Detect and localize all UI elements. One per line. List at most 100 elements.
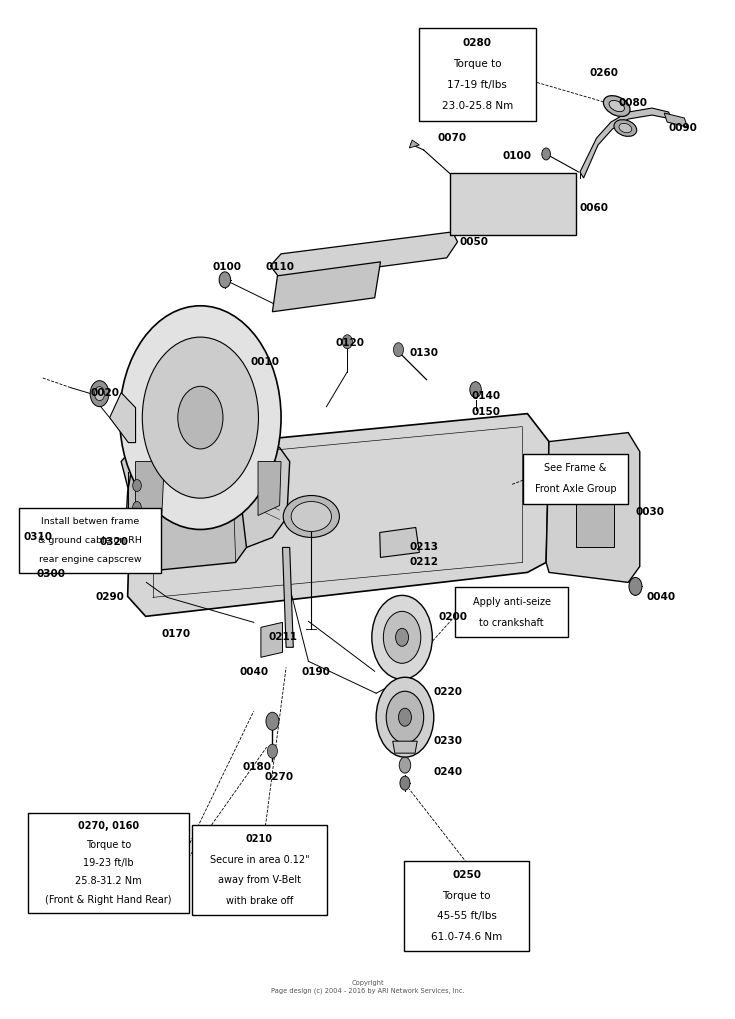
Polygon shape [270, 232, 457, 280]
Text: rear engine capscrew: rear engine capscrew [39, 555, 142, 565]
Circle shape [133, 480, 141, 491]
Polygon shape [124, 462, 246, 573]
Text: (Front & Right Hand Rear): (Front & Right Hand Rear) [46, 895, 172, 905]
Polygon shape [121, 441, 290, 547]
Text: 45-55 ft/lbs: 45-55 ft/lbs [437, 911, 496, 921]
Circle shape [384, 611, 421, 663]
Text: 61.0-74.6 Nm: 61.0-74.6 Nm [431, 931, 502, 942]
Text: 0090: 0090 [669, 123, 698, 133]
Polygon shape [261, 623, 282, 657]
Circle shape [400, 776, 410, 790]
Text: 0030: 0030 [636, 507, 664, 518]
Circle shape [376, 678, 434, 757]
Ellipse shape [291, 501, 331, 532]
Polygon shape [273, 262, 381, 312]
Text: Torque to: Torque to [86, 840, 131, 850]
Text: 0040: 0040 [646, 592, 675, 602]
Text: 0150: 0150 [472, 407, 501, 417]
Text: 19-23 ft/lb: 19-23 ft/lb [83, 858, 134, 868]
Polygon shape [409, 140, 420, 148]
Text: 0190: 0190 [301, 667, 330, 678]
Text: Torque to: Torque to [442, 891, 491, 901]
Text: 0180: 0180 [243, 762, 272, 772]
Circle shape [398, 708, 412, 727]
Text: 0070: 0070 [437, 133, 467, 143]
FancyBboxPatch shape [523, 453, 628, 503]
Text: Secure in area 0.12": Secure in area 0.12" [209, 855, 309, 865]
Text: 0010: 0010 [251, 357, 280, 367]
Circle shape [629, 578, 642, 595]
Text: 0213: 0213 [409, 542, 438, 552]
Circle shape [35, 525, 47, 540]
Circle shape [542, 148, 551, 160]
Text: 0110: 0110 [265, 262, 294, 272]
Polygon shape [380, 528, 420, 557]
Text: 0290: 0290 [96, 592, 124, 602]
Text: 0100: 0100 [503, 151, 532, 161]
Circle shape [133, 524, 141, 535]
Polygon shape [135, 462, 165, 522]
Text: 0240: 0240 [434, 767, 463, 777]
FancyBboxPatch shape [419, 29, 536, 121]
Text: See Frame &: See Frame & [545, 463, 607, 473]
Text: 0140: 0140 [472, 390, 501, 400]
Text: 0210: 0210 [246, 835, 273, 845]
Ellipse shape [619, 123, 632, 132]
FancyBboxPatch shape [451, 173, 576, 235]
Circle shape [133, 545, 141, 557]
Polygon shape [128, 414, 549, 616]
Circle shape [95, 386, 104, 400]
Circle shape [178, 386, 223, 449]
Text: 0120: 0120 [335, 337, 364, 347]
Text: 0280: 0280 [463, 38, 492, 48]
Text: 0170: 0170 [162, 630, 190, 639]
Circle shape [470, 382, 481, 397]
Circle shape [343, 335, 352, 348]
Circle shape [266, 712, 279, 731]
Text: 0220: 0220 [434, 687, 463, 697]
Text: 0080: 0080 [618, 98, 647, 108]
Ellipse shape [603, 96, 630, 116]
Polygon shape [110, 392, 135, 442]
Text: 0200: 0200 [438, 612, 467, 623]
Text: 0320: 0320 [99, 537, 129, 547]
Text: away from V-Belt: away from V-Belt [218, 875, 301, 886]
Text: 0310: 0310 [24, 533, 52, 542]
Circle shape [372, 595, 432, 680]
Bar [576, 485, 614, 547]
Text: PartStream™: PartStream™ [268, 498, 402, 517]
Text: 0050: 0050 [459, 236, 489, 247]
Text: & ground cable on RH: & ground cable on RH [38, 536, 142, 545]
Text: Apply anti-seize: Apply anti-seize [473, 597, 551, 607]
Text: 0040: 0040 [240, 667, 268, 678]
FancyBboxPatch shape [28, 813, 189, 913]
Text: Install betwen frame: Install betwen frame [41, 517, 140, 526]
Text: 0250: 0250 [452, 870, 481, 880]
Polygon shape [580, 108, 672, 178]
Text: Front Axle Group: Front Axle Group [535, 484, 617, 494]
Text: Torque to: Torque to [453, 59, 501, 69]
Circle shape [395, 629, 409, 646]
FancyBboxPatch shape [456, 587, 567, 637]
Text: 17-19 ft/lbs: 17-19 ft/lbs [448, 81, 507, 91]
Text: to crankshaft: to crankshaft [479, 618, 544, 628]
Ellipse shape [614, 119, 637, 137]
FancyBboxPatch shape [19, 507, 162, 574]
Text: 0020: 0020 [90, 387, 119, 397]
Polygon shape [282, 547, 293, 647]
Circle shape [393, 342, 404, 357]
Text: 0270, 0160: 0270, 0160 [78, 821, 139, 832]
Circle shape [133, 501, 141, 514]
FancyBboxPatch shape [404, 861, 529, 951]
Text: 23.0-25.8 Nm: 23.0-25.8 Nm [442, 102, 513, 111]
Text: 0270: 0270 [265, 772, 293, 783]
Text: 0060: 0060 [580, 203, 609, 213]
Text: 25.8-31.2 Nm: 25.8-31.2 Nm [75, 876, 142, 887]
Text: 0230: 0230 [434, 736, 463, 746]
Text: 0211: 0211 [269, 633, 298, 642]
Circle shape [399, 757, 411, 773]
Circle shape [386, 691, 423, 743]
FancyBboxPatch shape [192, 825, 327, 915]
Circle shape [143, 337, 259, 498]
Text: 0260: 0260 [589, 68, 618, 78]
